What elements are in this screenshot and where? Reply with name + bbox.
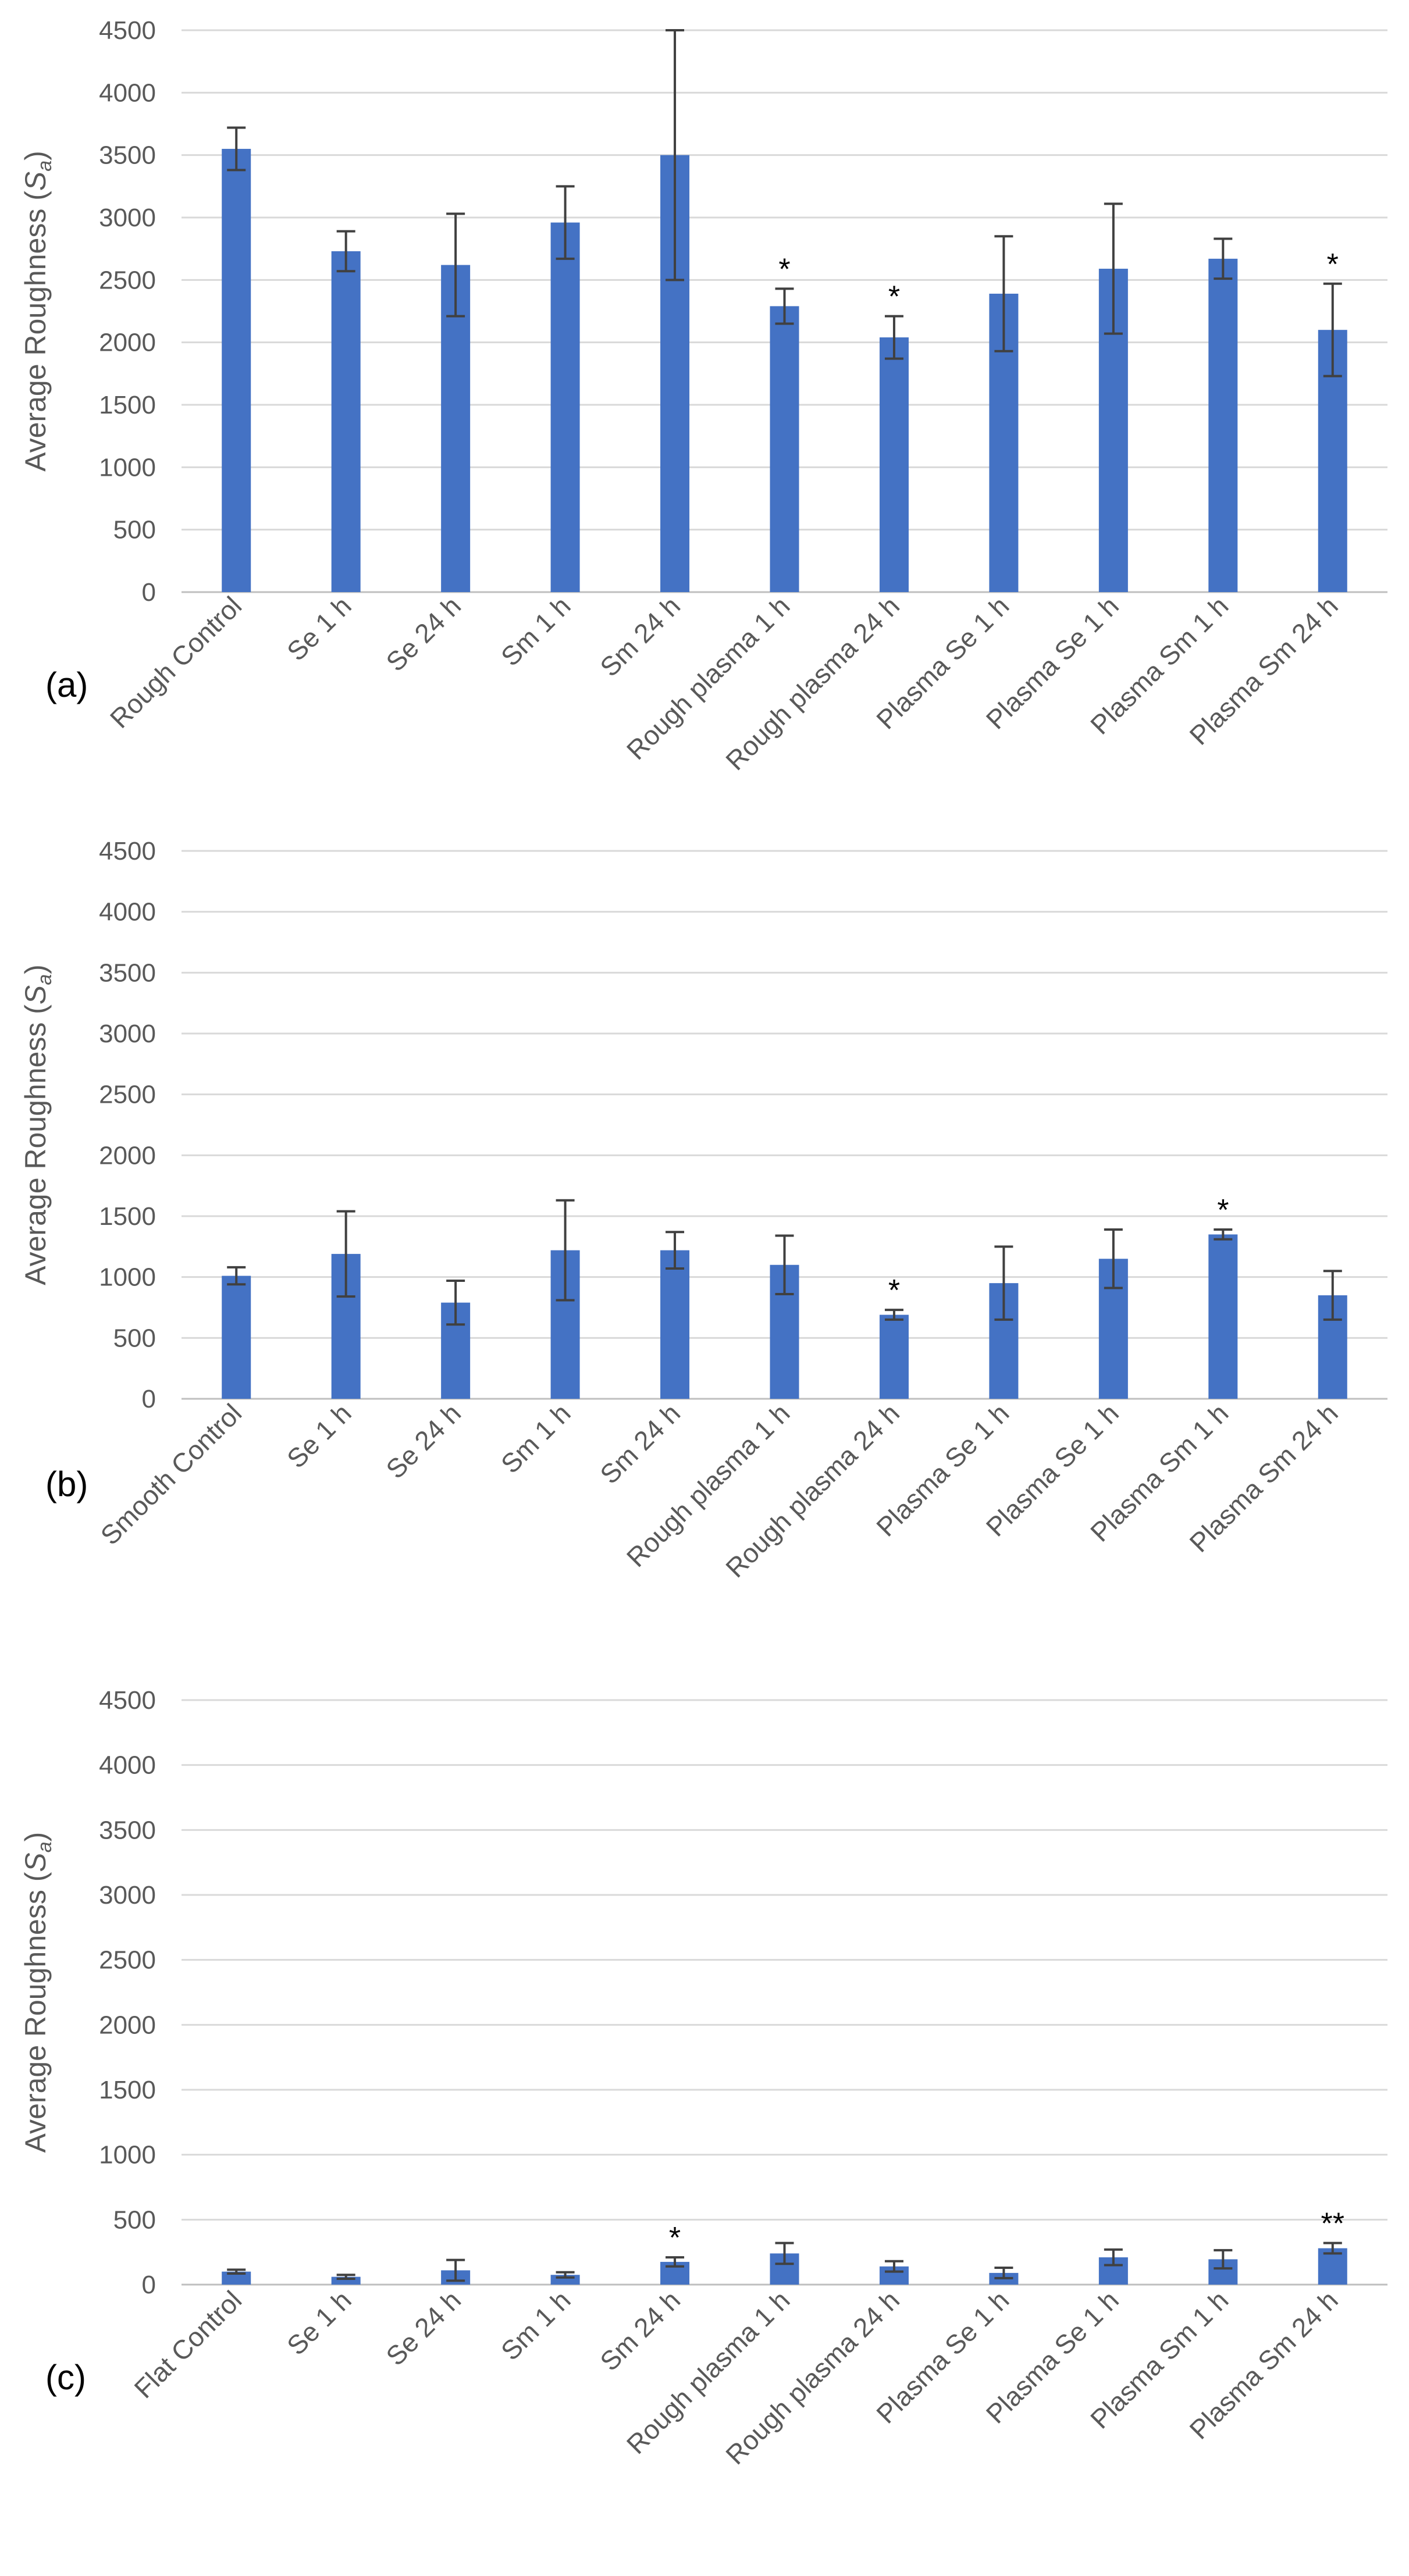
significance-marker: * <box>888 280 900 314</box>
y-tick-label: 4000 <box>99 898 156 927</box>
x-tick-label: Sm 1 h <box>495 2285 577 2366</box>
y-tick-label: 1000 <box>99 1263 156 1292</box>
y-tick-label: 2500 <box>99 266 156 294</box>
x-tick-label: Se 24 h <box>380 590 467 677</box>
bar <box>550 222 580 592</box>
bar <box>1208 258 1238 593</box>
panel-label: (c) <box>45 2358 86 2397</box>
y-axis-title-close: ) <box>19 151 52 161</box>
x-tick-label: Flat Control <box>128 2285 247 2404</box>
chart-panel-2: 0 500 1000 1500 2000 2500 3000 3500 4000 4500 Aver… <box>19 837 1387 1583</box>
y-axis-title-symbol: S <box>19 1852 52 1872</box>
y-axis-title: Average Roughness (Sa) <box>19 151 56 472</box>
y-tick-label: 3000 <box>99 1881 156 1909</box>
x-tick-label: Sm 1 h <box>495 1398 577 1479</box>
significance-marker: * <box>778 252 790 286</box>
significance-marker: * <box>669 2221 681 2255</box>
y-tick-label: 1000 <box>99 453 156 482</box>
bar <box>222 2271 251 2285</box>
x-tick-label: Se 1 h <box>281 2285 357 2361</box>
panel-label: (b) <box>45 1465 88 1503</box>
panel-label: (a) <box>45 665 88 704</box>
y-tick-label: 4500 <box>99 837 156 865</box>
y-axis-title: Average Roughness (Sa) <box>19 1832 56 2153</box>
y-axis-title: Average Roughness (Sa) <box>19 964 56 1285</box>
y-tick-label: 1500 <box>99 1202 156 1231</box>
y-axis-title-text: Average Roughness ( <box>19 1004 52 1285</box>
y-tick-label: 3000 <box>99 1020 156 1048</box>
x-tick-label: Sm 24 h <box>594 590 686 682</box>
bar <box>331 251 361 593</box>
x-tick-label: Sm 24 h <box>594 1398 686 1490</box>
y-axis-title-subscript: a <box>34 974 56 985</box>
y-tick-label: 4500 <box>99 1686 156 1715</box>
x-tick-label: Smooth Control <box>95 1398 248 1551</box>
y-tick-label: 3500 <box>99 959 156 987</box>
y-axis-title-text: Average Roughness ( <box>19 1872 52 2153</box>
bar <box>770 306 799 592</box>
y-tick-label: 2500 <box>99 1081 156 1109</box>
bar <box>1208 1234 1238 1399</box>
y-tick-label: 1500 <box>99 2076 156 2104</box>
y-tick-label: 4500 <box>99 16 156 45</box>
y-tick-label: 3500 <box>99 141 156 170</box>
y-tick-label: 1000 <box>99 2141 156 2169</box>
y-tick-label: 4000 <box>99 79 156 107</box>
x-tick-label: Rough Control <box>104 590 248 734</box>
bar <box>222 148 251 592</box>
y-axis-title-text: Average Roughness ( <box>19 191 52 472</box>
bar <box>879 1314 909 1399</box>
y-tick-label: 3000 <box>99 204 156 232</box>
y-tick-label: 3500 <box>99 1816 156 1844</box>
x-tick-label: Se 24 h <box>380 1398 467 1484</box>
y-tick-label: 2500 <box>99 1946 156 1975</box>
chart-panel-3: 0 500 1000 1500 2000 2500 3000 3500 4000 4500 Aver… <box>19 1686 1387 2470</box>
bar <box>879 337 909 592</box>
y-tick-label: 500 <box>113 1324 156 1352</box>
y-tick-label: 0 <box>142 578 156 607</box>
significance-marker: ** <box>1321 2207 1344 2241</box>
y-axis-title-subscript: a <box>34 161 56 172</box>
significance-marker: * <box>1327 248 1339 282</box>
y-axis-title-symbol: S <box>19 172 52 191</box>
x-tick-label: Sm 1 h <box>495 590 577 672</box>
x-tick-label: Se 24 h <box>380 2285 467 2371</box>
y-tick-label: 0 <box>142 2271 156 2299</box>
y-axis-title-subscript: a <box>34 1841 56 1852</box>
y-tick-label: 2000 <box>99 329 156 357</box>
y-tick-label: 1500 <box>99 391 156 419</box>
bar <box>222 1275 251 1399</box>
y-tick-label: 0 <box>142 1385 156 1413</box>
y-tick-label: 500 <box>113 516 156 544</box>
significance-marker: * <box>1217 1193 1229 1227</box>
y-tick-label: 2000 <box>99 2011 156 2039</box>
significance-marker: * <box>888 1274 900 1307</box>
y-axis-title-close: ) <box>19 964 52 974</box>
x-tick-label: Sm 24 h <box>594 2285 686 2377</box>
y-tick-label: 4000 <box>99 1751 156 1780</box>
x-tick-label: Se 1 h <box>281 590 357 667</box>
bar <box>441 265 471 592</box>
y-tick-label: 2000 <box>99 1141 156 1170</box>
y-axis-title-close: ) <box>19 1832 52 1842</box>
bar <box>660 1250 690 1399</box>
y-axis-title-symbol: S <box>19 985 52 1004</box>
y-tick-label: 500 <box>113 2206 156 2234</box>
chart-panel-1: 0 500 1000 1500 2000 2500 3000 3500 4000 4500 Aver… <box>19 16 1387 776</box>
x-tick-label: Se 1 h <box>281 1398 357 1474</box>
